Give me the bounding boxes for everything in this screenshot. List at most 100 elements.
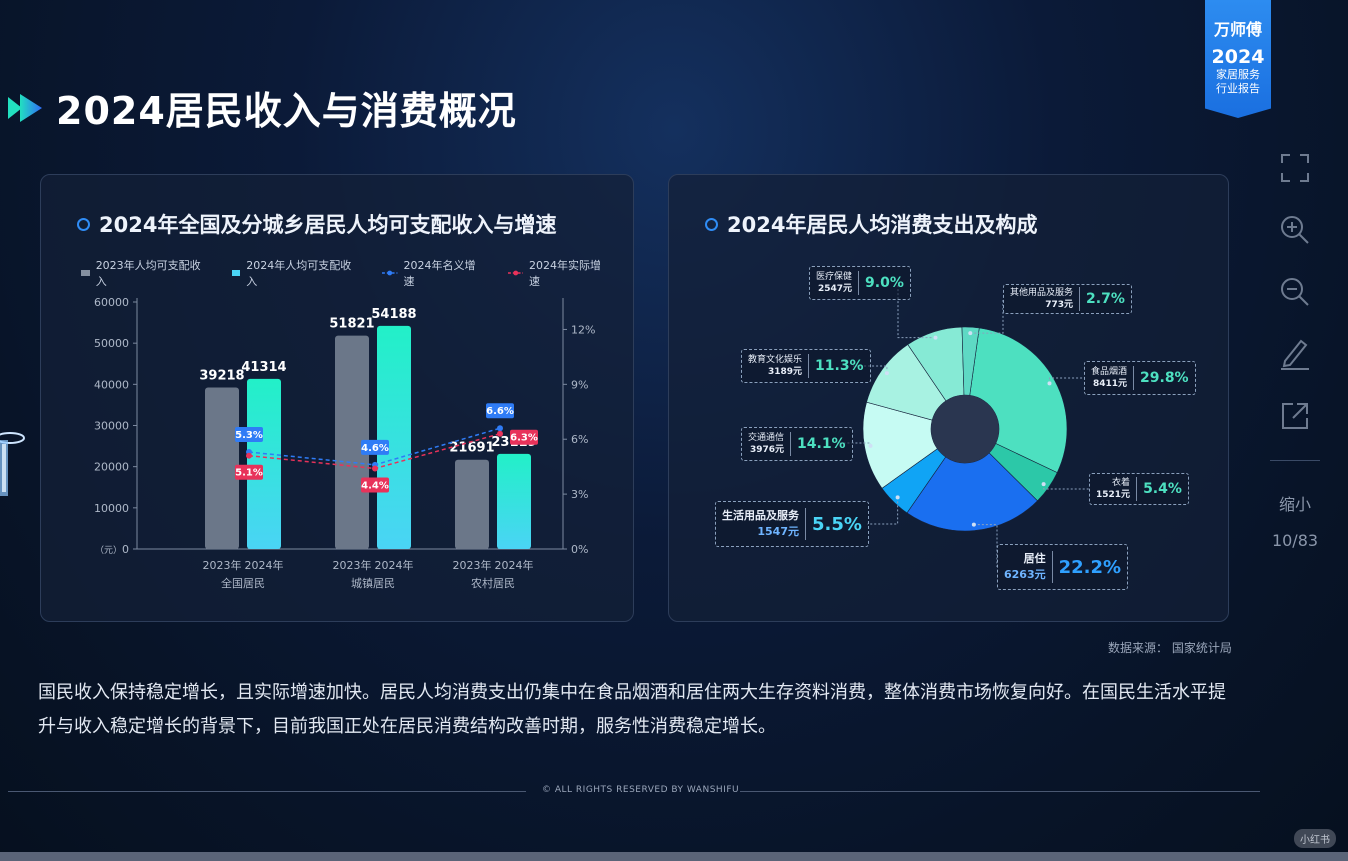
bottom-scroll-bar[interactable]	[0, 852, 1348, 861]
callout-amount: 6263元	[1004, 568, 1046, 581]
callout-name: 食品烟酒	[1091, 367, 1128, 377]
legend-label-2023: 2023年人均可支配收入	[95, 259, 201, 288]
pie-callout: 居住 6263元 22.2%	[997, 544, 1129, 590]
x-sub-label: 2024年	[375, 558, 414, 572]
callout-amount: 2547元	[817, 284, 853, 294]
zoom-in-button[interactable]	[1275, 210, 1315, 250]
fullscreen-button[interactable]	[1275, 148, 1315, 188]
x-sub-label: 2023年	[203, 558, 242, 572]
y2-tick-label: 0%	[571, 543, 588, 556]
nominal-growth-point	[497, 425, 503, 432]
bar-2023-农村居民	[455, 459, 489, 549]
footer-divider-right	[740, 791, 1260, 792]
y2-tick-label: 9%	[571, 378, 588, 391]
callout-category: 食品烟酒 8411元	[1085, 366, 1135, 390]
callout-percentage: 5.5%	[812, 513, 862, 535]
y-tick-label: 30000	[94, 420, 129, 433]
callout-dot	[1047, 381, 1052, 386]
x-sub-label: 2023年	[453, 558, 492, 572]
annotate-button[interactable]	[1275, 334, 1315, 374]
pie-callout: 食品烟酒 8411元 29.8%	[1084, 361, 1196, 395]
x-category-label: 城镇居民	[351, 576, 395, 590]
callout-name: 交通通信	[748, 433, 785, 443]
share-button[interactable]	[1275, 396, 1315, 436]
real-growth-label-box	[510, 429, 538, 445]
real-growth-point	[372, 465, 378, 472]
legend-item-real: 2024年实际增速	[507, 257, 609, 289]
callout-dot	[884, 371, 889, 376]
brand-ribbon: 万师傅 2024 家居服务 行业报告	[1205, 0, 1271, 118]
real-growth-point	[246, 452, 252, 459]
bar-2024-全国居民	[247, 378, 281, 549]
callout-dot	[968, 331, 973, 336]
real-growth-label-box	[235, 464, 263, 480]
y-tick-label: 10000	[94, 502, 129, 515]
watermark: 小红书	[1294, 829, 1336, 848]
y-tick-label: 0	[122, 543, 129, 556]
legend-line-nominal	[382, 270, 398, 276]
callout-amount: 1521元	[1096, 490, 1131, 500]
callout-amount: 3976元	[749, 445, 785, 455]
consumption-donut-chart	[837, 285, 1089, 567]
y-tick-label: 20000	[94, 461, 129, 474]
legend-label-real: 2024年实际增速	[528, 259, 601, 288]
bar-label-2024: 41314	[241, 360, 286, 375]
y-tick-label: 40000	[94, 378, 129, 391]
callout-leader	[970, 300, 1004, 334]
income-panel-title-text: 2024年全国及分城乡居民人均可支配收入与增速	[99, 213, 557, 237]
callout-percentage: 14.1%	[797, 436, 846, 452]
bar-2024-农村居民	[497, 453, 531, 549]
income-panel: 2024年全国及分城乡居民人均可支配收入与增速 2023年人均可支配收入 202…	[40, 174, 634, 622]
consumption-panel: 2024年居民人均消费支出及构成 医疗保健 2547元 9.0% 其他用品及服务 773…	[668, 174, 1229, 622]
callout-leader	[897, 285, 936, 339]
callout-percentage: 2.7%	[1086, 291, 1125, 307]
x-sub-label: 2024年	[245, 558, 284, 572]
footer-copyright: © ALL RIGHTS RESERVED BY WANSHIFU	[542, 785, 740, 795]
real-growth-data-label: 4.4%	[361, 480, 389, 491]
brand-name: 万师傅	[1213, 20, 1262, 39]
page-header: 2024居民收入与消费概况	[8, 80, 517, 135]
callout-category: 生活用品及服务 1547元	[716, 508, 806, 540]
callout-category: 其他用品及服务 773元	[1004, 287, 1081, 311]
y-tick-label: 50000	[94, 337, 129, 350]
consumption-panel-title: 2024年居民人均消费支出及构成	[705, 209, 1037, 239]
consumption-panel-title-text: 2024年居民人均消费支出及构成	[727, 213, 1038, 237]
data-source: 数据来源： 国家统计局	[1108, 641, 1232, 655]
income-legend: 2023年人均可支配收入 2024年人均可支配收入 2024年名义增速 2024…	[81, 257, 633, 289]
page-title: 2024居民收入与消费概况	[56, 89, 517, 133]
callout-amount: 3189元	[767, 367, 803, 377]
pie-callout: 其他用品及服务 773元 2.7%	[1003, 284, 1132, 314]
nominal-growth-label-box	[486, 403, 514, 419]
brand-sub-line1: 家居服务	[1216, 68, 1260, 81]
bar-label-2024: 54188	[371, 307, 416, 322]
income-panel-title: 2024年全国及分城乡居民人均可支配收入与增速	[77, 209, 556, 239]
donut-hole	[931, 395, 999, 463]
zoom-in-icon	[1281, 216, 1309, 244]
pie-callout: 交通通信 3976元 14.1%	[741, 427, 853, 461]
y-unit-label: （元）	[95, 545, 122, 556]
bar-2023-城镇居民	[335, 335, 369, 549]
pie-callout: 衣着 1521元 5.4%	[1089, 473, 1189, 505]
callout-category: 衣着 1521元	[1090, 477, 1138, 501]
edge-decoration	[0, 432, 25, 496]
callout-name: 医疗保健	[816, 272, 853, 282]
nominal-growth-data-label: 5.3%	[235, 430, 263, 441]
pie-callout: 医疗保健 2547元 9.0%	[809, 266, 911, 300]
zoom-out-icon	[1281, 278, 1309, 306]
zoom-out-button[interactable]	[1275, 272, 1315, 312]
bar-label-2023: 39218	[199, 369, 244, 384]
callout-category: 教育文化娱乐 3189元	[742, 354, 810, 378]
bar-2024-城镇居民	[377, 325, 411, 549]
ring-icon	[77, 217, 90, 231]
callout-percentage: 22.2%	[1058, 556, 1122, 578]
pie-callout: 生活用品及服务 1547元 5.5%	[715, 501, 869, 547]
nominal-growth-data-label: 6.6%	[486, 406, 514, 417]
zoom-out-label[interactable]: 缩小	[1278, 495, 1311, 514]
legend-item-2023: 2023年人均可支配收入	[81, 257, 208, 289]
callout-percentage: 5.4%	[1143, 481, 1182, 497]
callout-amount: 8411元	[1092, 379, 1128, 389]
legend-swatch-2024	[231, 270, 241, 276]
y2-tick-label: 3%	[571, 488, 588, 501]
fullscreen-icon	[1281, 154, 1309, 182]
legend-item-nominal: 2024年名义增速	[382, 257, 483, 289]
